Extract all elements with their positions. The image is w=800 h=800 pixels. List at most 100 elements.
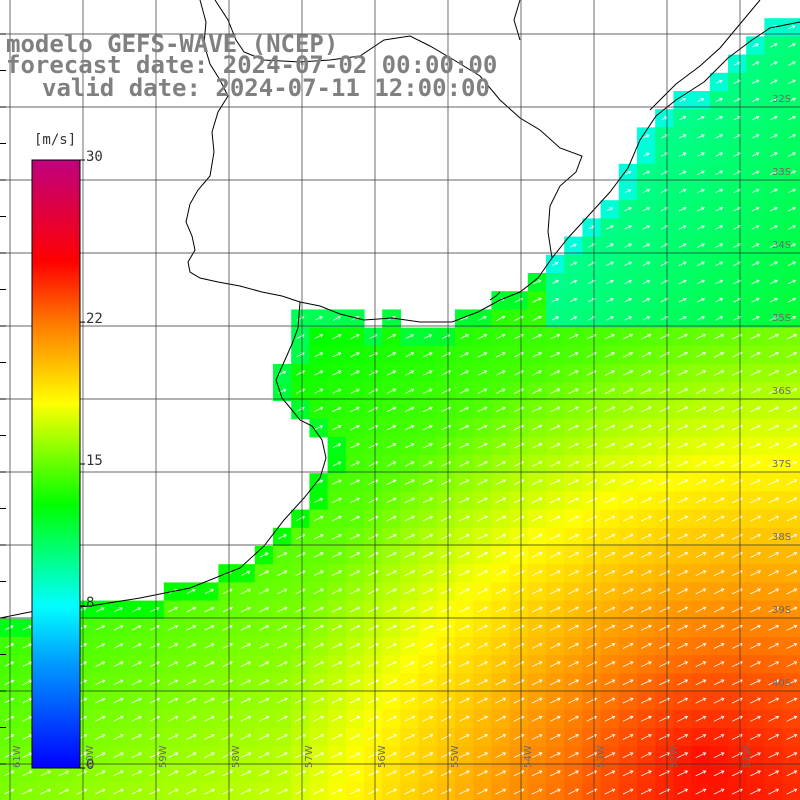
wind-arrow	[695, 479, 707, 486]
wind-speed-cell	[527, 764, 547, 784]
wind-arrow	[532, 352, 542, 358]
wind-speed-cell	[546, 254, 565, 274]
wind-speed-cell	[764, 127, 784, 147]
longitude-label: 60W	[85, 745, 96, 768]
wind-arrow	[714, 351, 725, 358]
wind-arrow	[459, 479, 470, 485]
wind-speed-cell	[236, 746, 256, 765]
wind-arrow	[624, 279, 632, 285]
wind-speed-cell	[691, 345, 711, 365]
wind-arrow	[549, 606, 561, 613]
wind-arrow	[258, 734, 270, 740]
wind-speed-cell	[491, 473, 511, 492]
wind-arrow	[677, 333, 688, 340]
wind-arrow	[715, 115, 723, 121]
wind-speed-cell	[618, 455, 638, 474]
wind-speed-cell	[455, 746, 474, 765]
wind-speed-cell	[691, 691, 711, 711]
wind-speed-cell	[473, 473, 492, 492]
wind-arrow	[186, 624, 197, 631]
wind-arrow	[586, 515, 598, 522]
wind-speed-cell	[91, 673, 110, 693]
wind-speed-cell	[345, 618, 365, 638]
wind-speed-cell	[436, 491, 456, 511]
wind-speed-cell	[764, 546, 784, 565]
wind-speed-cell	[691, 746, 711, 765]
wind-speed-cell	[527, 473, 547, 492]
wind-speed-cell	[655, 655, 674, 674]
wind-arrow	[422, 624, 434, 631]
wind-speed-cell	[546, 473, 565, 492]
wind-speed-cell	[673, 382, 693, 401]
wind-arrow	[751, 243, 760, 248]
wind-arrow	[332, 461, 342, 467]
wind-speed-cell	[709, 309, 729, 329]
wind-arrow	[149, 734, 161, 740]
wind-arrow	[677, 351, 688, 358]
wind-arrow	[204, 770, 215, 777]
wind-arrow	[459, 388, 470, 394]
wind-speed-cell	[236, 728, 256, 747]
wind-arrow	[586, 570, 598, 577]
wind-arrow	[149, 715, 161, 722]
wind-arrow	[660, 206, 669, 212]
wind-speed-cell	[163, 655, 183, 674]
wind-speed-cell	[582, 709, 602, 729]
wind-speed-cell	[436, 473, 456, 492]
longitude-label: 54W	[523, 745, 534, 768]
wind-arrow	[167, 752, 179, 758]
wind-arrow	[532, 370, 542, 376]
wind-speed-cell	[673, 527, 693, 547]
wind-speed-cell	[418, 728, 438, 747]
wind-arrow	[204, 752, 215, 759]
wind-speed-cell	[655, 345, 674, 365]
wind-speed-cell	[273, 709, 292, 729]
wind-speed-cell	[182, 673, 201, 693]
wind-arrow	[386, 388, 397, 394]
wind-speed-cell	[546, 655, 565, 674]
wind-speed-cell	[546, 728, 565, 747]
wind-speed-cell	[618, 163, 638, 183]
wind-speed-cell	[655, 673, 674, 693]
wind-arrow	[295, 679, 306, 686]
wind-arrow	[640, 606, 652, 613]
wind-speed-cell	[527, 655, 547, 674]
wind-speed-cell	[364, 600, 383, 620]
wind-arrow	[95, 752, 106, 758]
wind-arrow	[606, 297, 614, 303]
wind-speed-cell	[218, 637, 238, 656]
longitude-label: 59W	[158, 745, 169, 768]
wind-arrow	[95, 679, 106, 686]
wind-speed-cell	[491, 728, 511, 747]
wind-arrow	[459, 461, 470, 467]
wind-speed-cell	[309, 327, 329, 347]
wind-speed-cell	[291, 345, 310, 365]
wind-arrow	[440, 734, 452, 740]
wind-speed-cell	[127, 655, 147, 674]
wind-speed-cell	[509, 600, 529, 620]
wind-arrow	[349, 770, 361, 777]
wind-speed-cell	[655, 145, 674, 165]
wind-speed-cell	[0, 728, 19, 747]
wind-speed-cell	[455, 527, 474, 547]
wind-speed-cell	[254, 582, 274, 602]
wind-speed-cell	[327, 728, 347, 747]
wind-arrow	[477, 533, 488, 540]
wind-speed-cell	[673, 691, 693, 711]
wind-speed-cell	[509, 764, 529, 784]
wind-speed-cell	[418, 709, 438, 729]
wind-arrow	[695, 370, 707, 376]
wind-arrow	[386, 788, 397, 795]
coastline-segment	[513, 0, 521, 41]
wind-arrow	[513, 715, 525, 722]
wind-arrow	[786, 661, 798, 668]
wind-arrow	[713, 424, 725, 431]
wind-arrow	[695, 515, 707, 522]
wind-arrow	[350, 552, 361, 558]
wind-speed-cell	[709, 564, 729, 583]
wind-arrow	[459, 370, 470, 376]
wind-arrow	[606, 243, 614, 248]
wind-speed-cell	[509, 655, 529, 674]
wind-arrow	[750, 697, 761, 704]
wind-arrow	[404, 552, 416, 558]
